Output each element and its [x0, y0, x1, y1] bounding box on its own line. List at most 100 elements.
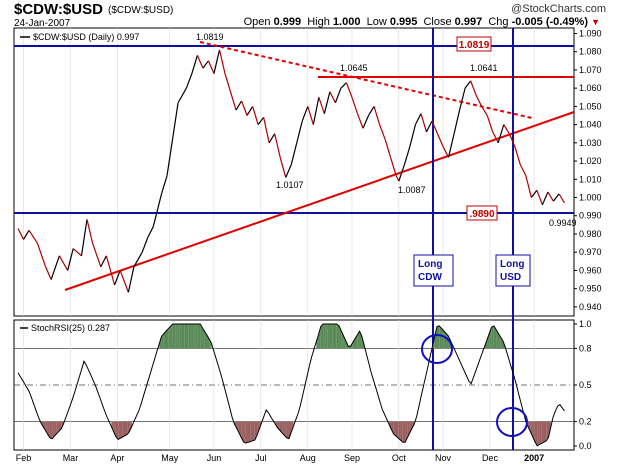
price-segment	[268, 133, 276, 144]
stoch-oversold-fill	[247, 421, 251, 443]
stoch-oversold-fill	[122, 421, 126, 437]
price-segment	[318, 97, 325, 114]
stoch-overbought-fill	[491, 325, 494, 349]
price-segment	[141, 237, 149, 253]
price-segment	[390, 157, 397, 176]
price-y-tick-label: 1.090	[579, 28, 602, 38]
stoch-overbought-fill	[327, 324, 330, 349]
price-segment	[119, 270, 129, 293]
annotation-1-0641: 1.0641	[470, 63, 498, 73]
price-segment	[425, 120, 433, 133]
stoch-oversold-fill	[534, 421, 538, 446]
price-y-tick-label: 0.980	[579, 229, 602, 239]
stoch-overbought-fill	[325, 324, 328, 349]
stoch-oversold-fill	[528, 421, 531, 432]
price-segment	[552, 193, 560, 202]
price-segment	[475, 95, 483, 107]
price-segment	[36, 242, 47, 267]
price-segment	[235, 100, 243, 111]
stoch-y-tick-label: 0.8	[579, 343, 592, 353]
stoch-overbought-fill	[493, 325, 497, 349]
stoch-oversold-fill	[241, 421, 244, 442]
stoch-oversold-fill	[47, 421, 50, 438]
price-segment	[28, 230, 38, 244]
triangle-uptrend-line	[64, 111, 575, 291]
price-segment	[263, 117, 270, 143]
x-tick-label: Nov	[435, 453, 452, 463]
price-segment	[133, 251, 143, 268]
stoch-overbought-fill	[434, 326, 437, 349]
price-y-tick-label: 0.970	[579, 247, 602, 257]
annotation-1-0819: 1.0819	[196, 32, 224, 42]
stoch-overbought-fill	[318, 326, 321, 349]
stoch-oversold-fill	[279, 421, 283, 433]
price-box-9890: .9890	[466, 205, 498, 221]
chart-date: 24-Jan-2007	[14, 18, 71, 29]
price-segment	[202, 60, 209, 69]
price-segment	[373, 106, 381, 125]
stoch-overbought-fill	[209, 339, 212, 349]
x-tick-label: Sep	[344, 453, 360, 463]
stoch-oversold-fill	[111, 421, 114, 432]
price-box-9890-text: .9890	[469, 209, 494, 220]
stoch-oversold-fill	[395, 421, 399, 439]
price-segment	[312, 97, 320, 125]
price-segment	[301, 106, 309, 122]
price-segment	[525, 175, 532, 198]
stoch-overbought-fill	[188, 324, 192, 349]
stoch-oversold-fill	[236, 421, 239, 433]
price-segment	[547, 191, 554, 202]
price-segment	[177, 87, 187, 104]
price-segment	[152, 193, 163, 227]
price-segment	[470, 80, 477, 96]
price-segment	[224, 73, 232, 92]
dotted-downtrend-line	[199, 41, 533, 119]
stoch-oversold-fill	[257, 421, 260, 436]
stoch-overbought-fill	[204, 331, 207, 349]
x-tick-label: Aug	[300, 453, 316, 463]
stoch-oversold-fill	[537, 421, 540, 446]
stoch-overbought-fill	[443, 330, 447, 349]
stoch-overbought-fill	[191, 324, 194, 349]
stoch-oversold-fill	[245, 421, 248, 444]
price-segment	[100, 255, 107, 268]
stoch-overbought-fill	[329, 324, 333, 349]
price-segment	[86, 219, 94, 244]
price-segment	[160, 175, 168, 195]
price-segment	[340, 82, 347, 89]
stoch-overbought-fill	[197, 324, 201, 349]
annotation-1-0107: 1.0107	[276, 180, 304, 190]
stoch-overbought-fill	[332, 324, 335, 349]
open-value: 0.999	[273, 16, 302, 28]
stoch-oversold-fill	[252, 421, 255, 441]
long-cdw-line2: CDW	[418, 272, 442, 283]
price-segment	[17, 228, 25, 240]
close-label: Close	[423, 16, 452, 28]
x-tick-label: Mar	[63, 453, 79, 463]
stoch-overbought-fill	[172, 324, 176, 349]
x-axis-ticks: Feb Mar Apr May Jun Jul Aug Sep Oct Nov Dec 2007	[16, 28, 544, 463]
x-tick-label: Oct	[392, 453, 407, 463]
stoch-oversold-fill	[118, 421, 121, 440]
price-segment	[492, 131, 499, 144]
price-segment	[207, 60, 215, 74]
stoch-oversold-fill	[250, 421, 253, 442]
last-price-label: 0.9949	[549, 218, 577, 228]
open-label: Open	[243, 16, 271, 28]
price-segment	[296, 120, 303, 143]
price-segment	[503, 124, 510, 135]
price-segment	[356, 113, 364, 129]
stoch-oversold-fill	[288, 421, 292, 439]
x-tick-label: Feb	[16, 453, 32, 463]
price-segment	[420, 113, 428, 133]
x-tick-label: 2007	[524, 453, 544, 463]
price-segment	[395, 175, 400, 182]
stoch-y-tick-label: 1.0	[579, 319, 592, 329]
stochrsi-series	[17, 323, 565, 447]
price-segment	[229, 91, 237, 111]
long-cdw-circle	[421, 334, 453, 364]
price-segment	[486, 115, 494, 133]
stoch-overbought-fill	[179, 324, 182, 349]
price-segment	[414, 113, 422, 125]
price-segment	[185, 73, 193, 89]
